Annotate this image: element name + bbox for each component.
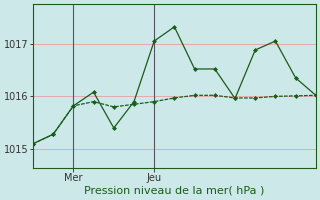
X-axis label: Pression niveau de la mer( hPa ): Pression niveau de la mer( hPa ) [84,186,265,196]
